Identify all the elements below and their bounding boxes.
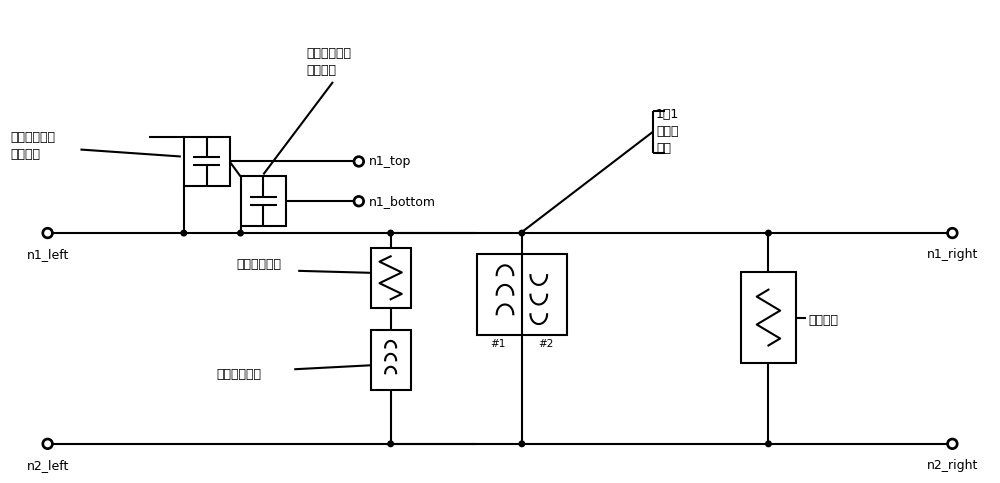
Text: #1: #1 [490,340,506,349]
Circle shape [519,441,525,447]
Circle shape [947,227,958,239]
Bar [371,248,411,308]
Circle shape [42,227,53,239]
Circle shape [356,159,362,164]
Circle shape [42,439,53,449]
Circle shape [45,230,50,236]
Circle shape [950,441,955,447]
Text: #2: #2 [538,340,553,349]
Circle shape [950,230,955,236]
Text: n2_left: n2_left [26,459,69,472]
Text: 和上层之间的
层间电容: 和上层之间的 层间电容 [11,130,56,160]
Circle shape [947,439,958,449]
Bar [184,137,230,186]
Bar [741,272,796,363]
Circle shape [45,441,50,447]
Circle shape [388,441,393,447]
Circle shape [353,156,364,167]
Text: 和下层之间的
层间电容: 和下层之间的 层间电容 [306,47,351,77]
Circle shape [181,230,187,236]
Text: n1_right: n1_right [927,248,978,261]
Circle shape [238,230,243,236]
Text: n2_right: n2_right [927,459,978,472]
Circle shape [356,199,362,204]
Circle shape [766,230,771,236]
Bar [241,176,286,226]
Text: n1_top: n1_top [369,155,411,168]
Circle shape [388,230,393,236]
Text: 铁耗电阻: 铁耗电阻 [808,314,838,327]
Bar [477,254,567,336]
Text: 1：1
理想变
压器: 1：1 理想变 压器 [656,108,679,155]
Bar [371,330,411,390]
Circle shape [519,230,525,236]
Bar [748,279,789,356]
Text: n1_bottom: n1_bottom [369,195,436,208]
Circle shape [766,441,771,447]
Circle shape [353,196,364,207]
Text: n1_left: n1_left [26,248,69,261]
Text: 低压绕组电阻: 低压绕组电阻 [237,258,282,271]
Text: 低压绕组电感: 低压绕组电感 [217,368,262,381]
